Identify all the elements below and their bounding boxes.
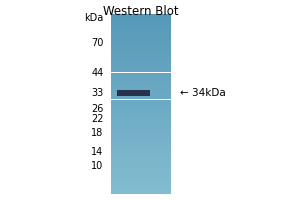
Bar bbox=[111, 106, 171, 108]
Bar bbox=[111, 133, 171, 136]
Text: 22: 22 bbox=[91, 114, 103, 124]
Bar bbox=[111, 176, 171, 178]
Bar bbox=[111, 156, 171, 158]
Bar bbox=[111, 61, 171, 64]
Bar bbox=[111, 117, 171, 120]
Bar bbox=[111, 149, 171, 151]
Bar bbox=[111, 23, 171, 25]
Bar bbox=[111, 171, 171, 174]
Bar bbox=[111, 88, 171, 90]
Bar bbox=[111, 154, 171, 156]
Bar bbox=[111, 113, 171, 115]
Bar bbox=[111, 144, 171, 147]
Bar bbox=[111, 122, 171, 124]
Bar bbox=[111, 180, 171, 183]
Bar bbox=[111, 41, 171, 43]
Bar bbox=[111, 79, 171, 82]
Bar bbox=[111, 34, 171, 36]
Bar bbox=[111, 19, 171, 21]
Bar bbox=[111, 66, 171, 68]
Text: 14: 14 bbox=[91, 147, 104, 157]
Bar bbox=[111, 111, 171, 113]
Bar bbox=[111, 16, 171, 19]
Bar bbox=[111, 192, 171, 194]
Bar bbox=[111, 174, 171, 176]
Bar bbox=[111, 169, 171, 171]
Bar bbox=[111, 115, 171, 117]
Bar bbox=[111, 127, 171, 129]
Bar bbox=[111, 39, 171, 41]
Bar bbox=[111, 190, 171, 192]
Bar bbox=[111, 14, 171, 16]
Bar bbox=[111, 104, 171, 106]
Text: 10: 10 bbox=[91, 161, 104, 171]
Bar bbox=[111, 70, 171, 72]
Text: kDa: kDa bbox=[84, 13, 104, 23]
Bar bbox=[111, 178, 171, 180]
Bar bbox=[111, 30, 171, 32]
Bar bbox=[111, 185, 171, 187]
Bar bbox=[111, 158, 171, 160]
Bar bbox=[111, 50, 171, 52]
Bar bbox=[111, 36, 171, 39]
Bar bbox=[111, 131, 171, 133]
Bar bbox=[111, 84, 171, 86]
Bar bbox=[111, 59, 171, 61]
Bar bbox=[111, 97, 171, 99]
Bar bbox=[111, 43, 171, 46]
Bar bbox=[111, 138, 171, 140]
Bar bbox=[111, 68, 171, 70]
Bar bbox=[111, 147, 171, 149]
Bar bbox=[111, 21, 171, 23]
Bar bbox=[111, 46, 171, 48]
Bar bbox=[111, 52, 171, 54]
Bar bbox=[111, 90, 171, 93]
Bar bbox=[111, 72, 171, 75]
Bar bbox=[111, 187, 171, 190]
Bar bbox=[111, 162, 171, 165]
Text: 44: 44 bbox=[91, 68, 104, 78]
Bar bbox=[111, 136, 171, 138]
Bar bbox=[117, 90, 150, 96]
Bar bbox=[111, 124, 171, 126]
Bar bbox=[111, 32, 171, 34]
Bar bbox=[111, 48, 171, 50]
Bar bbox=[111, 86, 171, 88]
Bar bbox=[111, 165, 171, 167]
Bar bbox=[111, 108, 171, 111]
Bar bbox=[111, 75, 171, 77]
Bar bbox=[111, 160, 171, 162]
Text: 33: 33 bbox=[91, 88, 104, 98]
Bar bbox=[111, 64, 171, 66]
Bar bbox=[111, 77, 171, 79]
Bar bbox=[111, 99, 171, 102]
Bar bbox=[111, 151, 171, 154]
Bar bbox=[111, 102, 171, 104]
Bar bbox=[111, 57, 171, 59]
Bar bbox=[111, 95, 171, 97]
Bar bbox=[111, 81, 171, 84]
Bar bbox=[111, 129, 171, 131]
Bar bbox=[111, 93, 171, 95]
Text: ← 34kDa: ← 34kDa bbox=[180, 88, 226, 98]
Bar bbox=[111, 167, 171, 169]
Text: Western Blot: Western Blot bbox=[103, 5, 179, 18]
Bar bbox=[111, 140, 171, 142]
Bar bbox=[111, 25, 171, 27]
Text: 70: 70 bbox=[91, 38, 104, 48]
Text: 26: 26 bbox=[91, 104, 104, 114]
Bar bbox=[111, 120, 171, 122]
Bar bbox=[111, 183, 171, 185]
Bar bbox=[111, 142, 171, 144]
Bar bbox=[111, 55, 171, 57]
Bar bbox=[111, 28, 171, 30]
Text: 18: 18 bbox=[91, 128, 104, 138]
